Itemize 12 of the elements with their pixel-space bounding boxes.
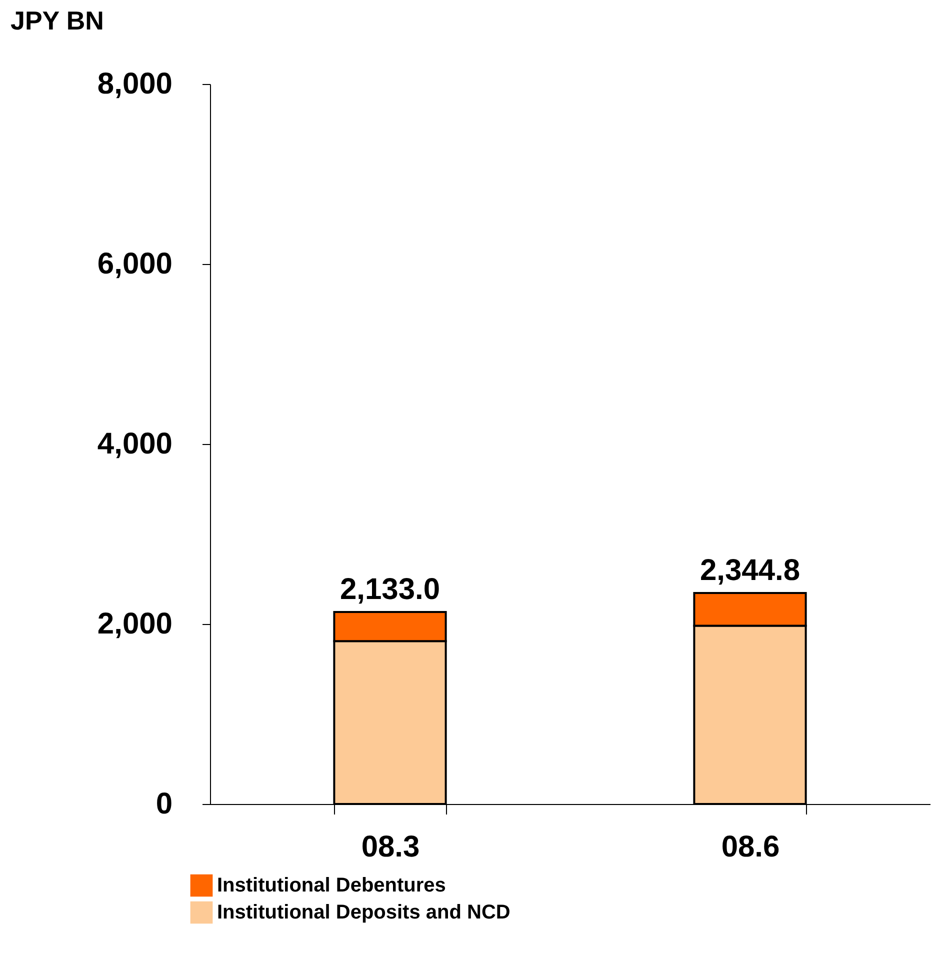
total-label: 2,344.8 <box>700 554 800 587</box>
y-tick-label: 4,000 <box>97 428 172 460</box>
x-tick-label: 08.3 <box>361 830 420 864</box>
y-tick-label: 2,000 <box>97 608 172 640</box>
legend-label: Institutional Deposits and NCD <box>217 902 510 924</box>
x-tick-label: 08.6 <box>721 830 780 864</box>
y-tick-label: 0 <box>156 788 172 820</box>
y-axis-title: JPY BN <box>10 6 104 36</box>
y-tick-label: 8,000 <box>97 68 172 100</box>
legend-label: Institutional Debentures <box>217 874 446 896</box>
total-label: 2,133.0 <box>340 573 440 606</box>
y-tick-label: 6,000 <box>97 248 172 280</box>
